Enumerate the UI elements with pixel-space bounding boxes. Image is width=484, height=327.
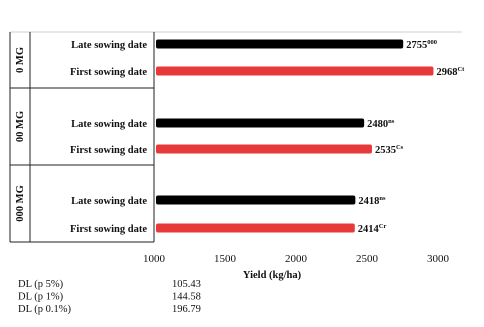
- value-label: 2755000: [406, 39, 437, 51]
- dl-row-label: DL (p 0.1%): [18, 304, 71, 315]
- dl-row-value: 144.58: [172, 292, 201, 303]
- value-label: 2418ns: [358, 195, 386, 207]
- bar-late: [156, 118, 365, 128]
- dl-row-value: 196.79: [172, 304, 201, 315]
- value-label: 2535Cs: [375, 144, 404, 156]
- category-label: Late sowing date: [71, 40, 147, 51]
- bar-first: [156, 144, 372, 154]
- dl-row-label: DL (p 1%): [18, 292, 64, 303]
- x-axis: 1000 1500 2000 2500 3000 Yield (kg/ha): [143, 253, 450, 281]
- x-tick-label: 2500: [356, 253, 379, 265]
- value-number: 2480: [367, 119, 388, 130]
- category-label: Late sowing date: [71, 196, 147, 207]
- category-label: First sowing date: [70, 145, 147, 156]
- dl-table: DL (p 5%) 105.43 DL (p 1%) 144.58 DL (p 0.1%…: [18, 279, 201, 315]
- x-axis-title: Yield (kg/ha): [243, 270, 302, 281]
- significance-superscript: Cr: [379, 223, 387, 230]
- category-label: Late sowing date: [71, 119, 147, 130]
- x-tick-label: 2000: [285, 253, 308, 265]
- significance-superscript: Cs: [396, 144, 404, 151]
- significance-superscript: ns: [379, 195, 386, 202]
- category-label: First sowing date: [70, 67, 147, 78]
- value-label: 2414Cr: [358, 223, 387, 235]
- value-number: 2968: [436, 67, 457, 78]
- chart-frame: [9, 31, 462, 243]
- bar-first: [156, 223, 355, 233]
- bar-first: [156, 66, 434, 76]
- dl-row-label: DL (p 5%): [18, 279, 64, 290]
- x-tick-label: 1000: [143, 253, 166, 265]
- value-label: 2968Ct: [436, 66, 465, 78]
- group-label: 00 MG: [15, 111, 26, 142]
- value-label: 2480ns: [367, 118, 395, 130]
- value-number: 2418: [358, 196, 379, 207]
- significance-superscript: 000: [427, 39, 437, 46]
- group-label: 0 MG: [15, 47, 26, 73]
- bar-late: [156, 39, 404, 49]
- significance-superscript: Ct: [457, 66, 465, 73]
- x-tick-label: 3000: [427, 253, 450, 265]
- bars-layer: [156, 39, 434, 233]
- dl-row-value: 105.43: [172, 279, 201, 290]
- category-label: First sowing date: [70, 224, 147, 235]
- value-number: 2535: [375, 145, 396, 156]
- bar-late: [156, 195, 356, 205]
- x-tick-label: 1500: [214, 253, 237, 265]
- significance-superscript: ns: [388, 118, 395, 125]
- value-number: 2755: [406, 40, 427, 51]
- category-labels-layer: 0 MG Late sowing date 2755000 First sowing …: [15, 39, 465, 235]
- group-label: 000 MG: [15, 185, 26, 221]
- value-number: 2414: [358, 224, 380, 235]
